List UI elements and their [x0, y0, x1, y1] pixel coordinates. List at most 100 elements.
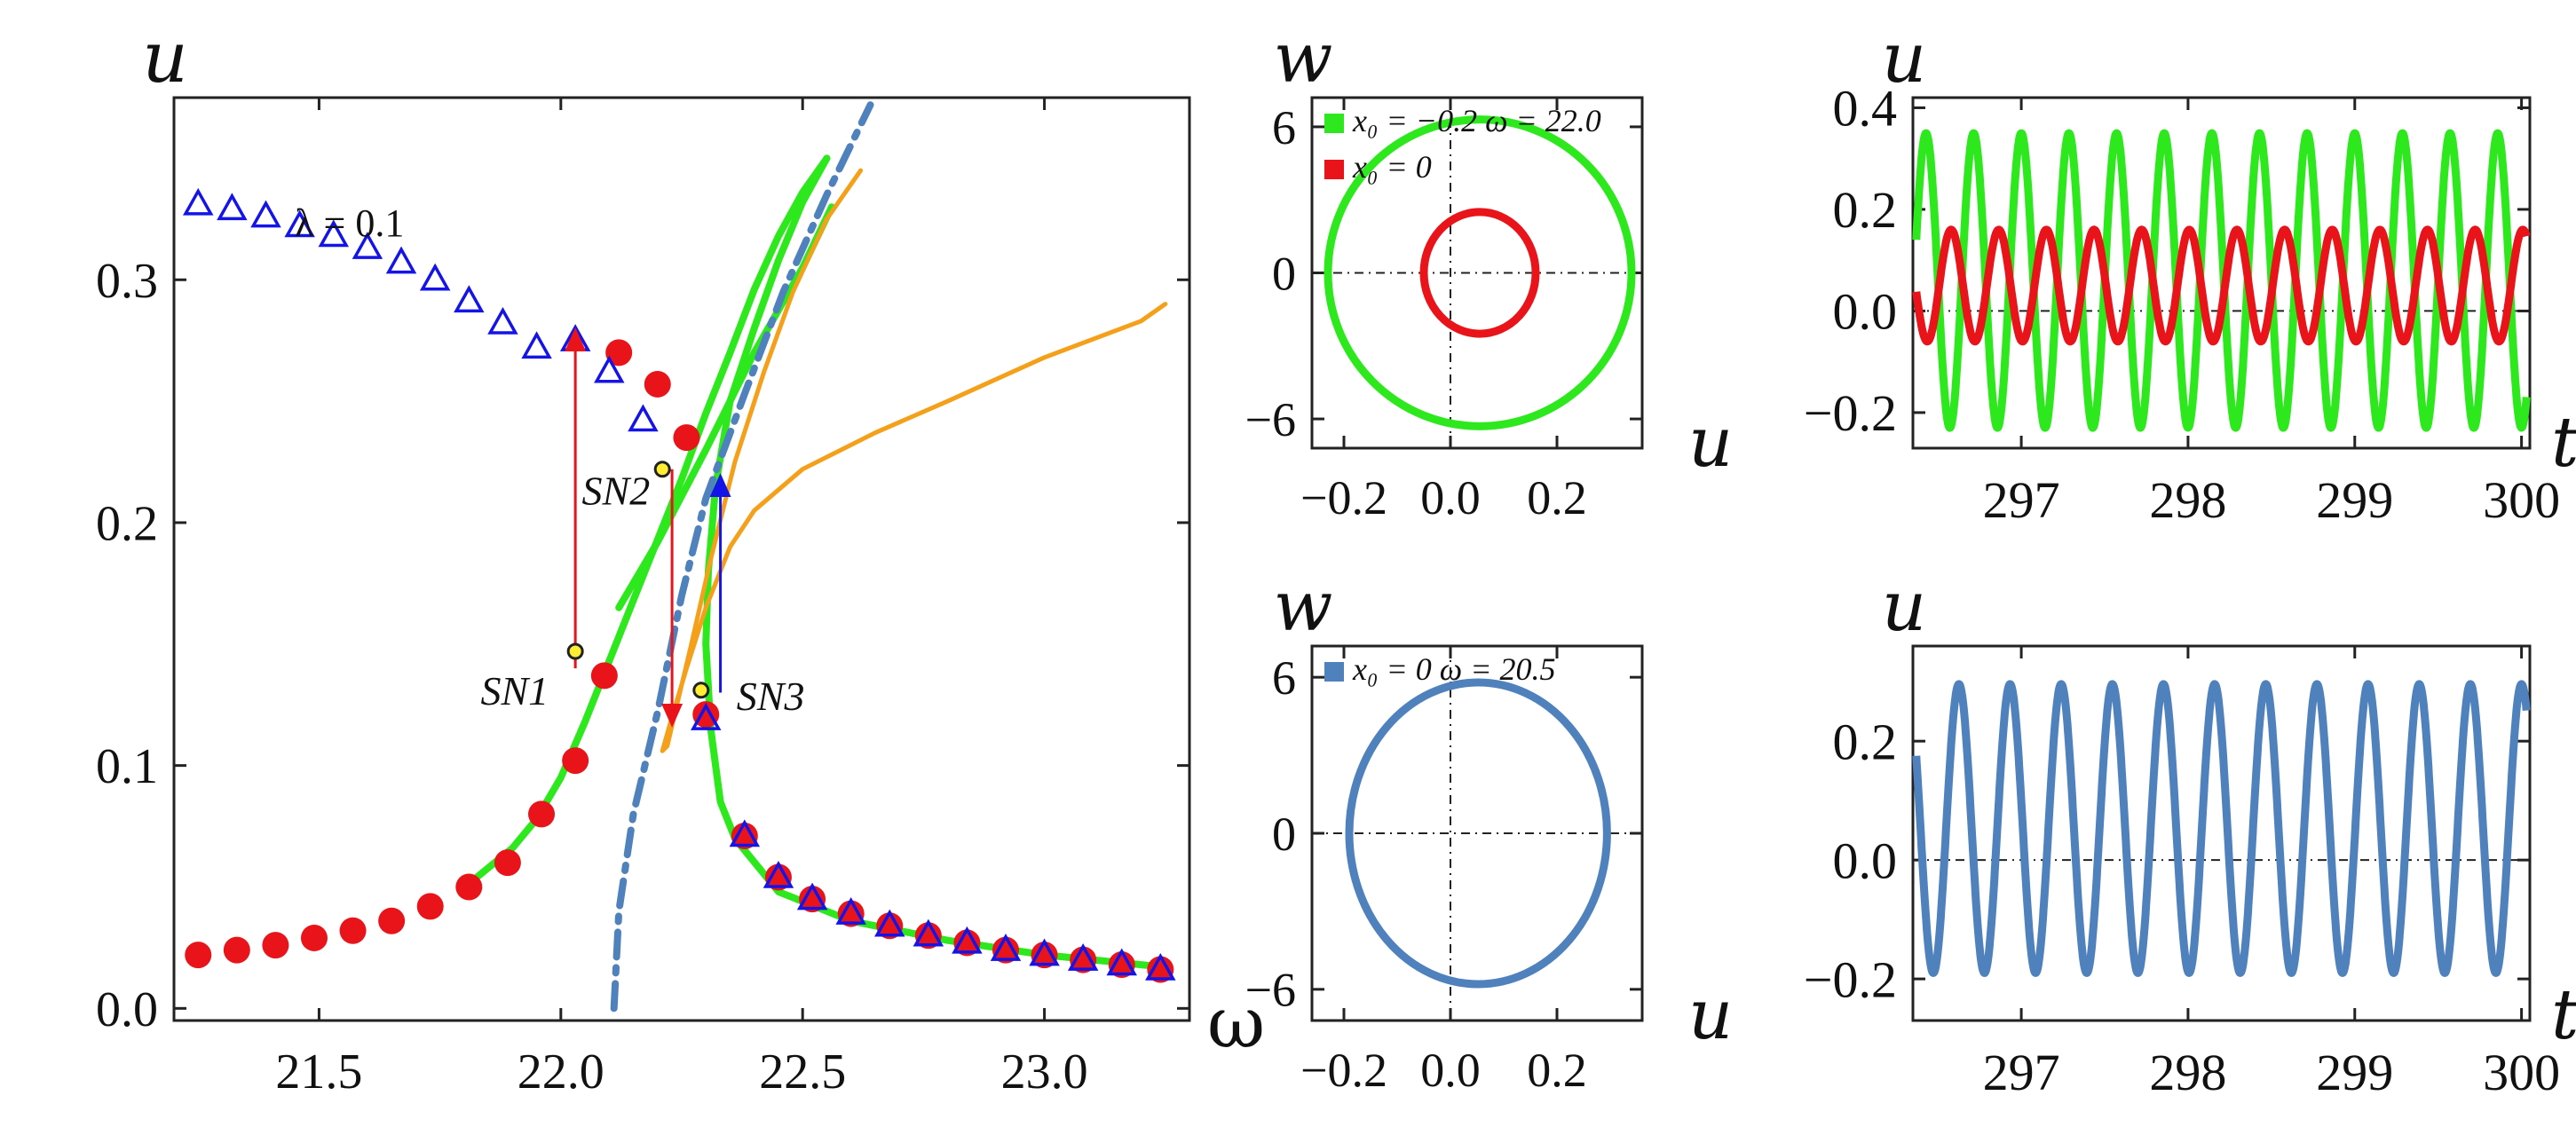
red-circle-marker [300, 924, 328, 951]
blue-triangle-marker [796, 882, 828, 910]
x-tick-label: 300 [2483, 1044, 2560, 1101]
y-tick-label: −0.2 [1804, 384, 1897, 442]
red-circle-marker [953, 929, 981, 957]
series-unstable-orange-loop [660, 168, 1168, 753]
x-tick-label: 23.0 [1001, 1044, 1088, 1100]
orbit-blue-orbit [1345, 678, 1611, 989]
x-tick-label: −0.2 [1300, 1044, 1387, 1097]
red-circle-marker [1070, 946, 1097, 973]
x-axis-label: u [1688, 403, 1733, 483]
red-circle-marker [914, 922, 942, 950]
series-backbone-dashed [610, 101, 874, 1013]
y-tick-label: 0.4 [1833, 80, 1898, 138]
bifurcation-label-sn1: SN1 [480, 668, 549, 713]
blue-triangle-marker [352, 232, 383, 259]
red-circle-marker [1108, 951, 1135, 979]
y-axis-label: u [1882, 567, 1926, 647]
red-circle-marker [876, 912, 904, 940]
signal-blue-signal [1912, 680, 2531, 977]
phase-portrait-top: −0.2 0.0 0.2 −6 0 6w u x₀ = −0.2 ω = 22.0 x₀ = 0 [1245, 19, 1734, 524]
plot-frame [172, 96, 1191, 1022]
blue-triangle-marker [1029, 938, 1060, 966]
red-circle-marker [339, 917, 367, 944]
x-tick-label: 22.0 [518, 1044, 604, 1100]
y-tick-label: −6 [1245, 393, 1296, 446]
x-tick-label: 0.2 [1527, 1044, 1587, 1097]
blue-triangle-marker [913, 918, 944, 947]
legend-swatch [1324, 662, 1344, 682]
y-tick-label: 0.0 [1833, 283, 1898, 341]
phase-portrait-bottom: −0.2 0.0 0.2 −6 0 6w u x₀ = 0 ω = 20.5 [1245, 567, 1734, 1097]
x-tick-label: 21.5 [275, 1044, 362, 1100]
y-tick-label: 0.2 [1833, 713, 1898, 770]
y-tick-label: 0 [1272, 808, 1296, 861]
red-circle-marker [692, 701, 720, 729]
red-circle-marker [992, 936, 1019, 964]
bifurcation-point-sn3 [692, 682, 710, 699]
blue-triangle-marker [729, 819, 761, 847]
red-circle-marker [605, 339, 633, 367]
red-circle-marker [837, 900, 865, 927]
x-tick-label: 300 [2483, 471, 2560, 529]
x-tick-label: 299 [2316, 471, 2393, 529]
x-tick-label: 297 [1983, 1044, 2060, 1101]
blue-triangle-marker [217, 193, 248, 221]
red-circle-marker [799, 886, 826, 913]
blue-triangle-marker [385, 246, 417, 274]
x-tick-label: 0.0 [1420, 1044, 1481, 1097]
x-tick-label: −0.2 [1300, 471, 1387, 524]
signal-green-signal [1912, 129, 2531, 432]
signal-red-signal [1912, 225, 2531, 346]
red-circle-marker [455, 873, 483, 901]
x-tick-label: 297 [1983, 471, 2060, 529]
y-tick-label: 0.0 [1833, 832, 1898, 889]
bifurcation-diagram: 21.5 22.0 22.5 23.0 0.0 0.1 0.2 0.3 u ω SN1 SN2 SN3 λ… [96, 16, 1265, 1100]
bifurcation-label-sn2: SN2 [582, 469, 651, 514]
bifurcation-label-sn3: SN3 [737, 674, 805, 719]
series-stable-return-green [702, 154, 1169, 971]
blue-triangle-marker [183, 187, 214, 216]
red-circle-marker [223, 936, 250, 964]
blue-triangle-marker [874, 909, 905, 937]
y-tick-label: 0.0 [96, 982, 158, 1037]
red-circle-marker [494, 849, 521, 877]
y-axis-label: w [1274, 19, 1333, 99]
x-tick-label: 298 [2149, 1044, 2226, 1101]
y-tick-label: 6 [1272, 101, 1296, 154]
blue-triangle-marker [1067, 942, 1099, 971]
x-tick-label: 298 [2149, 471, 2226, 529]
x-axis-label: t [2551, 403, 2576, 483]
x-axis-label: ω [1207, 981, 1265, 1064]
y-tick-label: 0.2 [96, 497, 158, 552]
blue-triangle-marker [419, 263, 451, 291]
orbit-red-orbit [1419, 208, 1540, 338]
y-axis-label: u [1882, 19, 1926, 99]
time-series-top: 297 298 299 300 −0.2 0.0 0.2 0.4u t [1804, 19, 2576, 529]
blue-triangle-marker [284, 209, 315, 238]
red-circle-marker [590, 662, 618, 690]
y-tick-label: 0.3 [96, 254, 158, 309]
blue-triangle-marker [628, 404, 659, 432]
red-circle-marker [673, 424, 700, 452]
red-circle-marker [1031, 942, 1058, 969]
y-axis-label: w [1274, 567, 1333, 647]
blue-triangle-marker [250, 200, 281, 228]
red-circle-marker [562, 747, 589, 775]
red-circle-marker [185, 942, 212, 969]
x-tick-label: 0.2 [1527, 471, 1587, 524]
y-tick-label: −6 [1245, 964, 1296, 1017]
red-circle-marker [644, 370, 671, 398]
orbit-green-orbit [1324, 115, 1636, 430]
blue-triangle-marker [1145, 952, 1176, 981]
legend-swatch [1324, 114, 1344, 133]
red-circle-marker [416, 893, 444, 920]
red-circle-marker [378, 907, 406, 934]
blue-triangle-marker [594, 355, 625, 383]
blue-triangle-marker [454, 285, 485, 313]
y-axis-label: u [142, 16, 188, 99]
y-tick-label: 0.1 [96, 739, 158, 794]
time-series-bottom: 297 298 299 300 −0.2 0.0 0.2 u t [1804, 567, 2576, 1101]
blue-triangle-marker [990, 934, 1022, 961]
blue-triangle-marker [1106, 948, 1137, 976]
